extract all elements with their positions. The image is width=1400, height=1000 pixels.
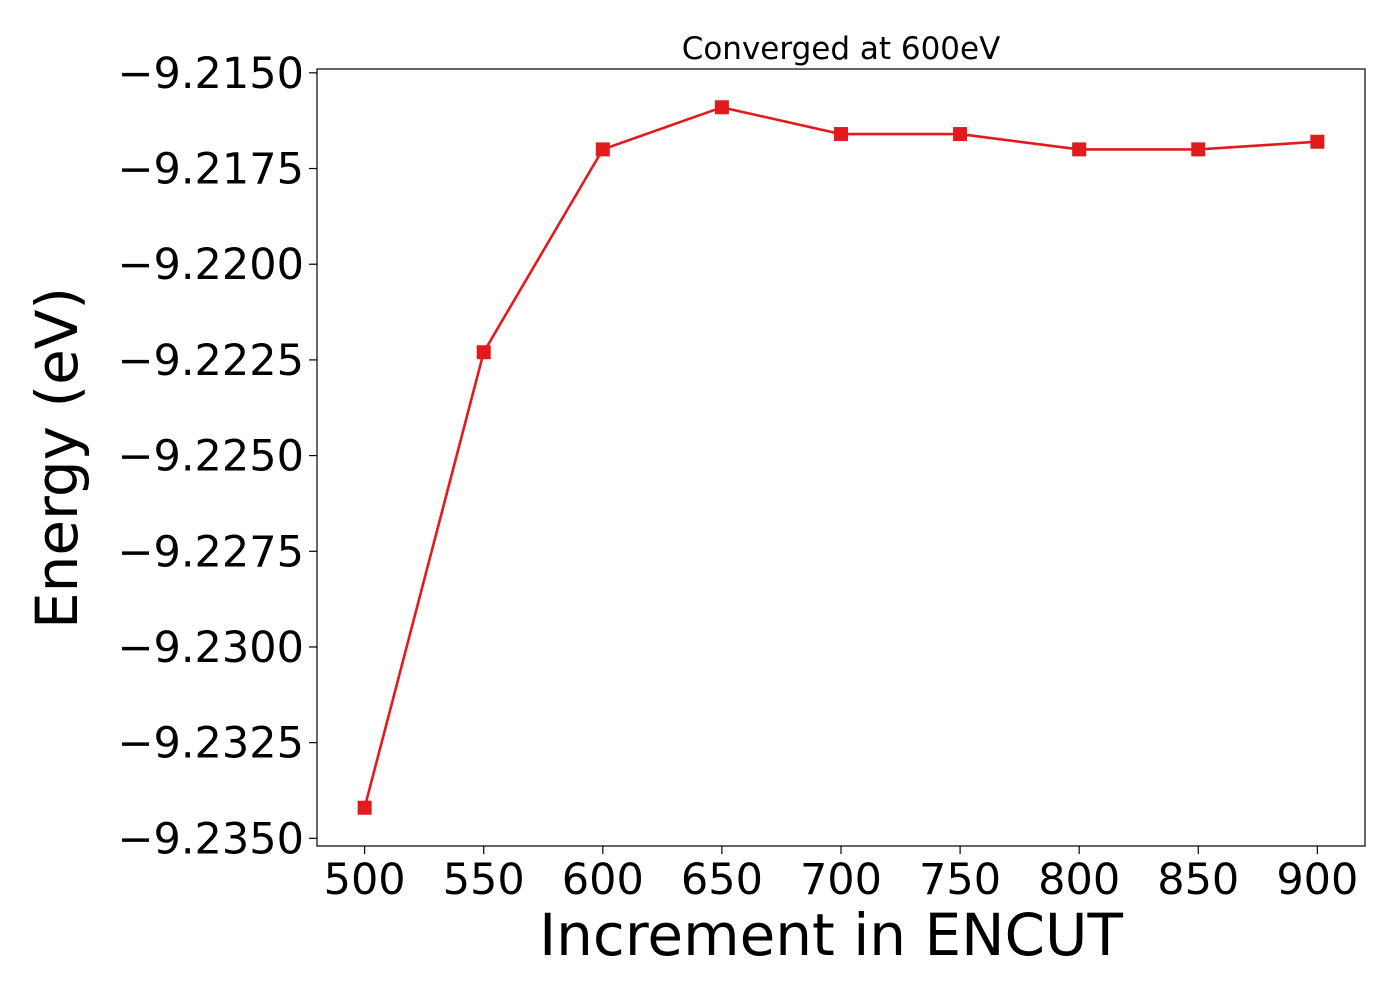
x-tick-label: 500 (324, 855, 406, 905)
y-tick-label: −9.2275 (118, 527, 305, 577)
x-tick-label: 550 (443, 855, 525, 905)
x-tick-label: 850 (1157, 855, 1239, 905)
data-point-marker (595, 142, 610, 157)
data-point-marker (834, 127, 848, 142)
x-tick-label: 700 (800, 855, 882, 905)
data-point-marker (1191, 142, 1206, 157)
x-axis-title: Increment in ENCUT (539, 901, 1123, 969)
plot-area (316, 68, 1366, 847)
y-tick-label: −9.2200 (118, 240, 305, 290)
y-tick-label: −9.2250 (118, 432, 305, 482)
data-point-marker (953, 127, 968, 142)
chart-title: Converged at 600eV (682, 31, 1001, 67)
x-tick-label: 750 (919, 855, 1001, 905)
x-tick-label: 800 (1038, 855, 1120, 905)
y-axis-title: Energy (eV) (23, 287, 91, 629)
y-tick-label: −9.2175 (118, 145, 305, 195)
data-point-marker (714, 100, 729, 115)
x-tick-label: 650 (681, 855, 763, 905)
y-axis-ticks: −9.2150 −9.2175 −9.2200 −9.2225 −9.2250 −9.22… (118, 49, 317, 864)
series-group (357, 100, 1325, 815)
y-tick-label: −9.2300 (118, 623, 305, 673)
x-tick-label: 900 (1276, 855, 1358, 905)
data-point-marker (1310, 134, 1325, 149)
y-tick-label: −9.2150 (118, 49, 305, 99)
y-tick-label: −9.2325 (118, 719, 305, 769)
y-tick-label: −9.2225 (118, 336, 305, 386)
x-axis-ticks: 500 550 600 650 700 750 800 850 900 (324, 846, 1358, 905)
data-point-marker (357, 800, 372, 815)
y-tick-label: −9.2350 (118, 814, 305, 864)
x-tick-label: 600 (562, 855, 644, 905)
data-point-marker (1072, 142, 1087, 157)
data-point-marker (476, 345, 491, 360)
